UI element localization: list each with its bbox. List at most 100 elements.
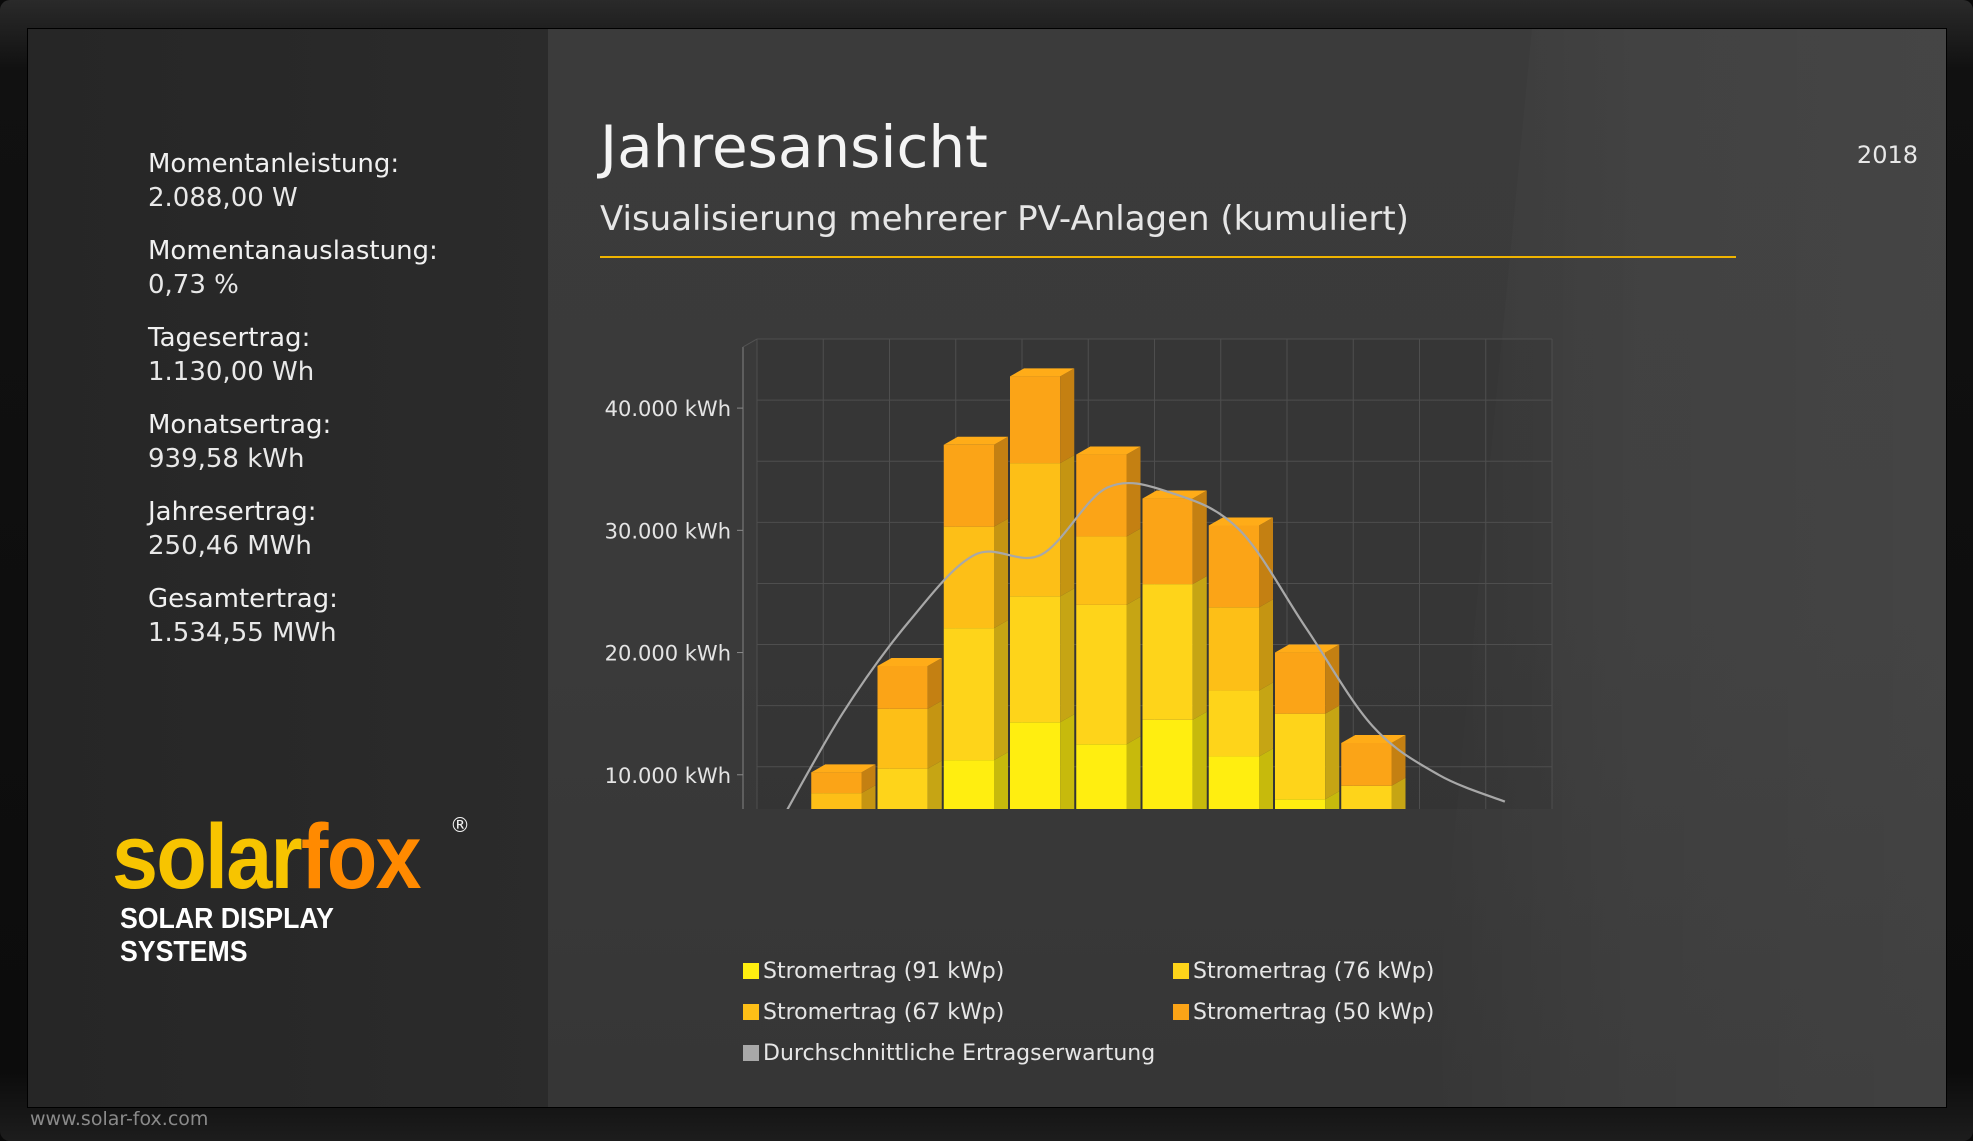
- stat-value: 1.534,55 MWh: [148, 618, 337, 648]
- stat-label: Jahresertrag:: [148, 497, 317, 527]
- stat-monatsertrag: Monatsertrag: 939,58 kWh: [148, 408, 331, 476]
- legend-label: Stromertrag (91 kWp): [763, 959, 1005, 984]
- bar-segment-side: [1259, 682, 1273, 757]
- stat-momentanauslastung: Momentanauslastung: 0,73 %: [148, 234, 438, 302]
- bar-segment-side: [1126, 736, 1141, 809]
- stat-momentanleistung: Momentanleistung: 2.088,00 W: [148, 147, 399, 215]
- stat-label: Monatsertrag:: [148, 410, 332, 440]
- bar-segment: [877, 666, 928, 709]
- bar-top-face: [1275, 644, 1340, 653]
- bar-segment: [1142, 719, 1193, 809]
- bar-segment: [1275, 652, 1326, 714]
- legend-swatch: [1173, 1004, 1189, 1020]
- bar-segment: [1208, 690, 1259, 757]
- logo-word-solar: solar: [112, 806, 303, 908]
- bar-segment: [1010, 596, 1061, 723]
- year-label: 2018: [1856, 141, 1918, 169]
- bar-segment-side: [861, 785, 876, 809]
- bar-segment: [943, 628, 994, 761]
- bar-segment: [1341, 785, 1392, 809]
- logo-wordmark: solarfox: [112, 806, 422, 908]
- y-tick-label: 10.000 kWh: [605, 764, 731, 788]
- bar-segment: [1076, 454, 1127, 537]
- bar-top-face: [811, 764, 876, 773]
- bar-segment: [1208, 756, 1259, 809]
- bar-segment-side: [1192, 490, 1207, 585]
- stat-gesamtertrag: Gesamtertrag: 1.534,55 MWh: [148, 582, 338, 650]
- bar-segment-side: [1126, 596, 1141, 745]
- expectation-line: [786, 481, 1506, 809]
- y-tick-label: 20.000 kWh: [605, 642, 731, 666]
- page-title: Jahresansicht: [600, 113, 988, 181]
- bar-segment: [1010, 722, 1061, 809]
- bar-segment-side: [1325, 705, 1340, 800]
- bar-segment: [1076, 744, 1127, 809]
- bar-top-face: [1010, 368, 1075, 377]
- bar-segment: [1076, 536, 1127, 605]
- legend-label: Stromertrag (50 kWp): [1193, 1000, 1435, 1025]
- bar-segment: [1275, 799, 1326, 809]
- bar-segment-side: [927, 760, 942, 809]
- bar-top-face: [1076, 446, 1141, 455]
- bar-segment-side: [1325, 791, 1340, 809]
- bar-segment-side: [1391, 735, 1406, 786]
- bar-segment: [877, 708, 928, 769]
- stat-value: 939,58 kWh: [148, 444, 305, 474]
- bar-segment-side: [1259, 748, 1273, 809]
- bar-segment-side: [1060, 368, 1075, 464]
- stat-value: 1.130,00 Wh: [148, 357, 315, 387]
- bar-segment-side: [1391, 777, 1406, 809]
- stat-value: 2.088,00 W: [148, 183, 298, 213]
- bar-segment: [1208, 525, 1259, 608]
- sidebar: Momentanleistung: 2.088,00 W Momentanaus…: [28, 29, 548, 1107]
- bar-top-face: [1341, 735, 1406, 743]
- bar-top-face: [1208, 517, 1273, 526]
- legend-item-67: Stromertrag (67 kWp): [743, 1000, 1004, 1025]
- bar-segment-side: [1060, 714, 1075, 809]
- stat-value: 250,46 MWh: [148, 531, 312, 561]
- legend-item-91: Stromertrag (91 kWp): [743, 959, 1004, 984]
- bar-segment: [943, 444, 994, 527]
- bar-segment-side: [1126, 446, 1141, 537]
- bar-top-face: [943, 436, 1008, 445]
- legend-label: Durchschnittliche Ertragserwartung: [763, 1041, 1156, 1066]
- bar-segment: [1010, 463, 1061, 597]
- bar-segment-side: [1192, 576, 1207, 720]
- bar-segment: [1142, 584, 1193, 720]
- bar-segment-side: [994, 620, 1008, 761]
- logo-tagline: SOLAR DISPLAY SYSTEMS: [120, 903, 334, 968]
- stat-label: Tagesertrag:: [148, 323, 311, 353]
- wall-edge: [742, 338, 758, 348]
- bar-segment-side: [927, 700, 942, 769]
- bar-segment: [1208, 607, 1259, 691]
- bar-segment: [943, 526, 994, 629]
- bar-segment-side: [861, 764, 876, 794]
- legend-swatch: [743, 1045, 759, 1061]
- bar-segment-side: [1325, 644, 1340, 714]
- legend-swatch: [743, 963, 759, 979]
- bar-segment: [1076, 604, 1127, 745]
- bar-segment: [1010, 376, 1061, 464]
- bar-top-face: [877, 658, 942, 666]
- page-subtitle: Visualisierung mehrerer PV-Anlagen (kumu…: [600, 199, 1409, 239]
- stat-label: Momentanauslastung:: [148, 236, 438, 266]
- solarfox-logo: solarfox ® SOLAR DISPLAY SYSTEMS: [112, 806, 492, 968]
- bar-segment-side: [1192, 711, 1207, 809]
- stat-label: Momentanleistung:: [148, 149, 400, 179]
- legend-swatch: [743, 1004, 759, 1020]
- display-screen: Momentanleistung: 2.088,00 W Momentanaus…: [27, 28, 1947, 1108]
- footer-url: www.solar-fox.com: [30, 1108, 209, 1130]
- legend-label: Stromertrag (76 kWp): [1193, 959, 1435, 984]
- bar-segment-side: [927, 658, 942, 709]
- legend-label: Stromertrag (67 kWp): [763, 1000, 1005, 1025]
- bar-segment: [811, 793, 862, 809]
- bar-segment: [1142, 498, 1193, 585]
- bar-segment-side: [1259, 599, 1273, 691]
- bar-segment-side: [994, 752, 1008, 809]
- bar-segment: [1341, 743, 1392, 786]
- bar-segment: [1275, 713, 1326, 800]
- bar-segment-side: [1259, 517, 1273, 608]
- legend-item-50: Stromertrag (50 kWp): [1173, 1000, 1434, 1025]
- stat-jahresertrag: Jahresertrag: 250,46 MWh: [148, 495, 317, 563]
